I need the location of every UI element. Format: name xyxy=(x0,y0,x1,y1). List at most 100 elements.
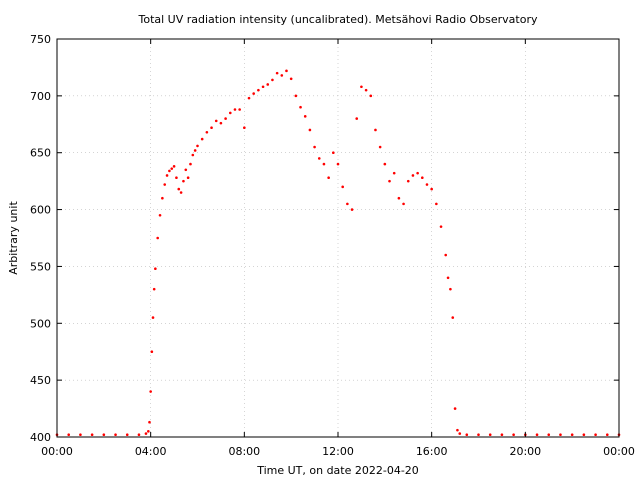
data-point xyxy=(156,236,159,240)
data-point xyxy=(547,433,551,437)
data-point xyxy=(137,433,141,437)
data-point xyxy=(247,96,251,100)
data-point xyxy=(289,77,293,81)
data-point xyxy=(421,176,424,180)
x-tick-label: 12:00 xyxy=(322,445,354,458)
data-point xyxy=(360,85,363,89)
data-point xyxy=(191,153,195,157)
data-point xyxy=(559,433,562,437)
data-point xyxy=(154,267,157,271)
data-point xyxy=(388,179,391,183)
data-point xyxy=(161,196,164,200)
x-tick-label: 00:00 xyxy=(603,445,635,458)
data-point xyxy=(346,202,349,206)
data-point xyxy=(392,171,396,175)
data-point xyxy=(186,176,190,180)
data-point xyxy=(219,121,223,125)
data-point xyxy=(193,149,197,152)
data-point xyxy=(570,433,574,437)
data-point xyxy=(317,157,321,160)
data-point xyxy=(430,187,433,191)
data-point xyxy=(210,126,213,129)
data-point xyxy=(90,433,94,437)
data-point xyxy=(261,85,265,89)
data-point xyxy=(369,94,373,98)
y-tick-label: 450 xyxy=(30,374,51,387)
data-point xyxy=(535,433,539,437)
x-axis-label: Time UT, on date 2022-04-20 xyxy=(256,464,419,477)
data-point xyxy=(439,225,443,228)
data-point xyxy=(266,83,270,86)
data-point xyxy=(205,130,209,134)
data-point xyxy=(252,92,255,95)
data-point xyxy=(313,145,316,149)
x-tick-label: 04:00 xyxy=(135,445,167,458)
data-point xyxy=(257,88,260,92)
data-point xyxy=(102,433,106,437)
data-point xyxy=(125,433,129,437)
data-point xyxy=(152,287,156,291)
data-point xyxy=(151,316,155,319)
data-point xyxy=(378,145,382,149)
data-point xyxy=(512,433,515,437)
data-point xyxy=(228,111,232,115)
x-tick-label: 00:00 xyxy=(41,445,73,458)
x-tick-label: 20:00 xyxy=(509,445,541,458)
data-point xyxy=(271,78,274,82)
x-tick-label: 08:00 xyxy=(228,445,260,458)
data-point xyxy=(465,433,469,437)
data-point xyxy=(446,276,450,280)
data-point xyxy=(175,176,178,180)
data-point xyxy=(243,126,246,129)
x-tick-label: 16:00 xyxy=(416,445,448,458)
data-point xyxy=(477,433,480,437)
data-point xyxy=(425,183,429,186)
chart-title: Total UV radiation intensity (uncalibrat… xyxy=(138,13,538,26)
data-point xyxy=(449,287,452,291)
data-point xyxy=(299,105,302,109)
data-point xyxy=(322,162,326,166)
data-point xyxy=(374,128,377,132)
data-point xyxy=(196,144,199,148)
data-point xyxy=(224,117,227,120)
data-point xyxy=(67,433,71,437)
data-point xyxy=(605,433,609,437)
y-tick-label: 550 xyxy=(30,260,51,273)
y-tick-label: 500 xyxy=(30,317,51,330)
data-point xyxy=(444,253,448,257)
plot-frame xyxy=(56,38,620,438)
data-point xyxy=(402,202,405,206)
data-point xyxy=(177,187,181,191)
x-axis-ticks: 00:00 04:00 08:00 12:00 16:00 20:00 00:00 xyxy=(41,39,635,458)
data-point xyxy=(79,433,82,437)
data-point xyxy=(341,185,344,189)
data-point xyxy=(355,117,359,120)
data-point xyxy=(397,196,401,200)
grid-lines xyxy=(57,39,619,437)
data-point xyxy=(435,202,438,206)
data-point xyxy=(233,108,237,111)
data-point xyxy=(364,88,368,92)
data-point xyxy=(500,433,504,437)
data-point xyxy=(594,433,597,437)
data-point xyxy=(350,208,354,211)
data-point xyxy=(294,94,298,98)
data-point xyxy=(144,432,148,435)
data-point xyxy=(189,162,192,166)
y-axis-label: Arbitrary unit xyxy=(7,201,20,275)
data-point xyxy=(488,433,492,437)
data-point xyxy=(165,174,169,177)
data-point xyxy=(182,179,185,183)
data-point xyxy=(303,115,307,118)
data-point xyxy=(308,128,312,132)
y-axis-ticks: 400 450 500 550 600 650 700 750 xyxy=(30,33,619,444)
y-tick-label: 700 xyxy=(30,90,51,103)
data-point xyxy=(200,137,204,141)
data-point xyxy=(184,168,188,172)
data-point xyxy=(149,390,152,393)
data-point xyxy=(150,350,154,354)
data-point xyxy=(406,179,410,183)
data-point xyxy=(114,433,117,437)
data-point xyxy=(170,167,174,170)
data-points xyxy=(55,69,621,437)
